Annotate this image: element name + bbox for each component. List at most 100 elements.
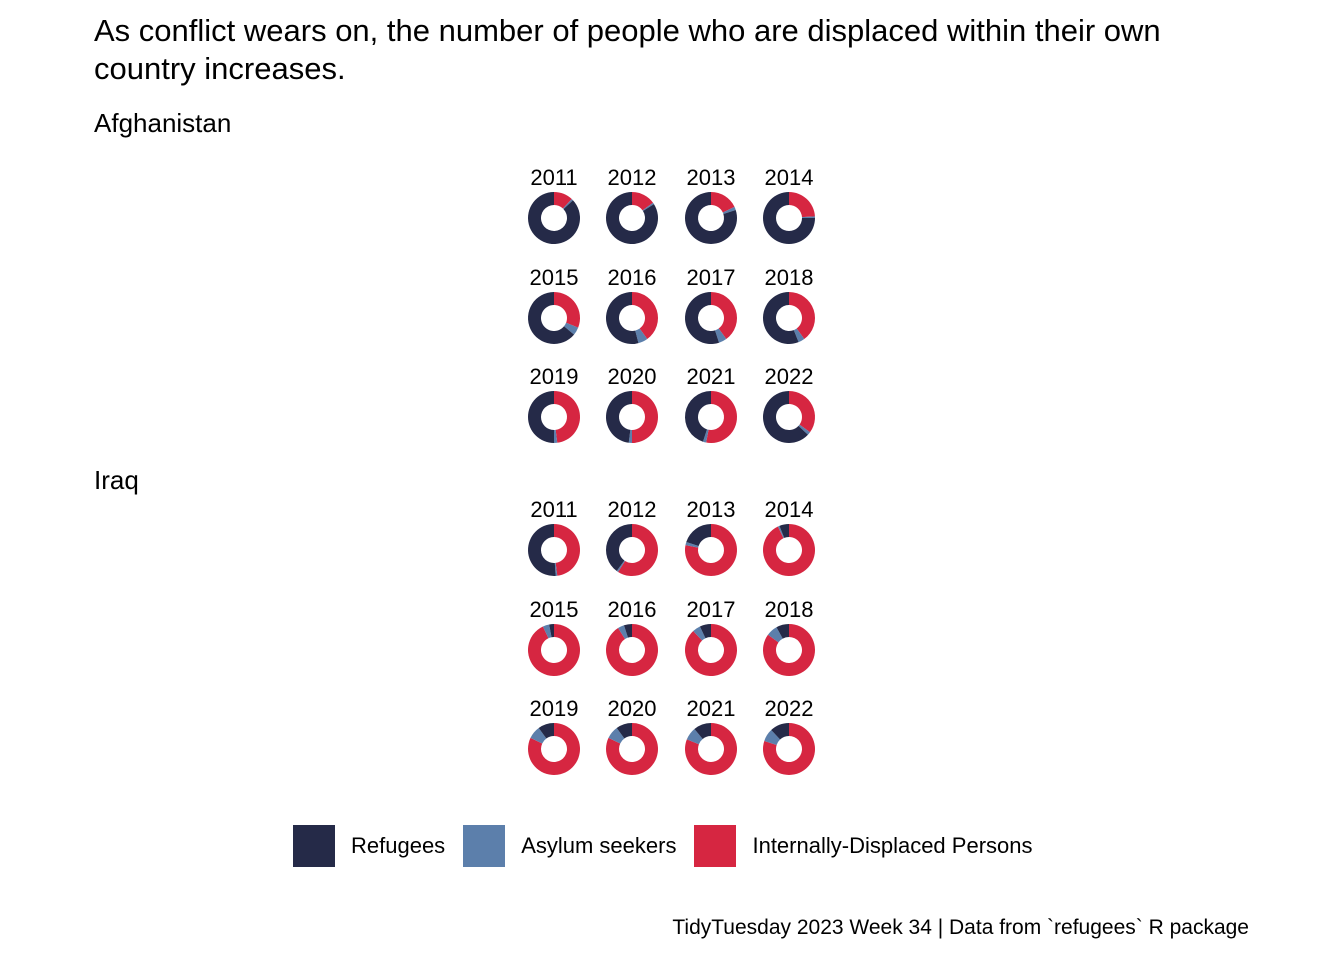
donut-segment-idps-afghanistan-2021 bbox=[706, 391, 738, 443]
donut-segment-refugees-afghanistan-2018 bbox=[763, 292, 799, 344]
donut-segment-refugees-iraq-2015 bbox=[549, 624, 554, 638]
donut-segment-asylum-seekers-iraq-2013 bbox=[685, 541, 699, 548]
donut-segment-idps-iraq-2021 bbox=[685, 723, 737, 776]
year-label-iraq-2015: 2015 bbox=[530, 597, 579, 622]
donut-segment-asylum-seekers-afghanistan-2013 bbox=[722, 206, 736, 214]
year-label-afghanistan-2021: 2021 bbox=[687, 364, 736, 389]
year-label-afghanistan-2020: 2020 bbox=[608, 364, 657, 389]
donut-afghanistan-2016 bbox=[606, 292, 658, 345]
donut-afghanistan-2012 bbox=[606, 192, 659, 245]
year-label-iraq-2018: 2018 bbox=[765, 597, 814, 622]
year-label-afghanistan-2013: 2013 bbox=[687, 165, 736, 190]
legend-item-refugees: Refugees bbox=[293, 824, 446, 867]
legend-swatch-refugees bbox=[293, 824, 335, 867]
donut-afghanistan-2011 bbox=[527, 192, 580, 244]
donut-segment-asylum-seekers-afghanistan-2014 bbox=[801, 216, 815, 218]
donut-iraq-2013 bbox=[685, 524, 737, 577]
donut-afghanistan-2013 bbox=[685, 192, 737, 245]
donut-iraq-2011 bbox=[527, 524, 581, 576]
legend-label-refugees: Refugees bbox=[351, 832, 446, 858]
legend-item-asylum-seekers: Asylum seekers bbox=[463, 824, 677, 867]
year-label-iraq-2021: 2021 bbox=[687, 696, 736, 721]
legend-swatch-idps bbox=[694, 824, 737, 867]
donut-iraq-2021 bbox=[685, 723, 737, 776]
legend-label-idps: Internally-Displaced Persons bbox=[752, 832, 1033, 858]
donut-segment-asylum-seekers-afghanistan-2011 bbox=[562, 199, 573, 210]
donut-segment-idps-iraq-2022 bbox=[762, 723, 815, 776]
panel-title-iraq: Iraq bbox=[94, 465, 139, 495]
donut-segment-refugees-afghanistan-2016 bbox=[606, 292, 639, 345]
donut-segment-asylum-seekers-afghanistan-2019 bbox=[554, 429, 558, 443]
donut-segment-idps-afghanistan-2020 bbox=[632, 391, 658, 443]
year-label-iraq-2014: 2014 bbox=[765, 497, 814, 522]
donut-segment-refugees-iraq-2016 bbox=[623, 624, 632, 638]
donut-segment-asylum-seekers-iraq-2018 bbox=[767, 627, 783, 643]
donut-segment-refugees-afghanistan-2011 bbox=[527, 192, 580, 244]
donut-segment-idps-iraq-2013 bbox=[685, 524, 737, 577]
year-label-afghanistan-2017: 2017 bbox=[687, 265, 736, 290]
donut-segment-idps-afghanistan-2016 bbox=[632, 292, 658, 340]
donut-segment-asylum-seekers-iraq-2019 bbox=[530, 727, 547, 744]
donut-afghanistan-2022 bbox=[763, 391, 816, 443]
donut-iraq-2018 bbox=[763, 624, 815, 676]
donut-segment-asylum-seekers-iraq-2022 bbox=[764, 730, 781, 745]
donut-segment-refugees-afghanistan-2020 bbox=[605, 391, 632, 443]
donut-iraq-2019 bbox=[528, 723, 580, 775]
donut-segment-idps-afghanistan-2013 bbox=[711, 192, 735, 213]
donut-iraq-2017 bbox=[685, 624, 737, 676]
donut-segment-asylum-seekers-afghanistan-2022 bbox=[798, 424, 811, 435]
donut-segment-asylum-seekers-iraq-2015 bbox=[542, 624, 552, 639]
year-label-iraq-2017: 2017 bbox=[687, 597, 736, 622]
year-label-iraq-2012: 2012 bbox=[608, 497, 657, 522]
donut-iraq-2020 bbox=[606, 723, 659, 775]
donut-segment-refugees-afghanistan-2021 bbox=[684, 391, 711, 442]
donut-afghanistan-2014 bbox=[763, 192, 815, 244]
panel-iraq: 2011 2012 2013 2014 2015 2016 2017 2018 2019 2020… bbox=[527, 497, 816, 776]
donut-segment-asylum-seekers-iraq-2021 bbox=[686, 728, 703, 745]
donut-segment-idps-afghanistan-2017 bbox=[711, 292, 737, 340]
donut-segment-idps-iraq-2012 bbox=[618, 524, 659, 576]
donut-segment-asylum-seekers-iraq-2020 bbox=[608, 727, 625, 744]
donut-segment-refugees-afghanistan-2014 bbox=[763, 192, 815, 244]
legend-label-asylum-seekers: Asylum seekers bbox=[521, 832, 677, 858]
legend-swatch-asylum-seekers bbox=[463, 824, 506, 867]
donut-segment-refugees-iraq-2013 bbox=[686, 524, 711, 546]
donut-afghanistan-2018 bbox=[763, 292, 816, 344]
panel-title-afghanistan: Afghanistan bbox=[94, 108, 232, 138]
donut-segment-idps-iraq-2014 bbox=[762, 524, 816, 576]
donut-segment-refugees-afghanistan-2015 bbox=[528, 292, 575, 345]
donut-segment-asylum-seekers-afghanistan-2015 bbox=[564, 322, 579, 335]
year-label-iraq-2011: 2011 bbox=[530, 497, 577, 522]
donut-iraq-2012 bbox=[606, 524, 659, 576]
year-label-iraq-2020: 2020 bbox=[608, 696, 657, 721]
donut-segment-refugees-iraq-2020 bbox=[616, 723, 632, 739]
donut-segment-asylum-seekers-iraq-2012 bbox=[616, 560, 626, 572]
year-label-afghanistan-2012: 2012 bbox=[608, 165, 657, 190]
donut-segment-refugees-afghanistan-2017 bbox=[685, 292, 720, 344]
donut-segment-asylum-seekers-afghanistan-2017 bbox=[715, 328, 727, 343]
donut-segment-idps-afghanistan-2019 bbox=[554, 391, 581, 443]
donut-segment-idps-afghanistan-2011 bbox=[554, 192, 572, 209]
donut-segment-idps-iraq-2016 bbox=[606, 624, 659, 677]
year-label-afghanistan-2019: 2019 bbox=[530, 364, 579, 389]
donut-segment-asylum-seekers-iraq-2014 bbox=[777, 525, 785, 539]
year-label-afghanistan-2022: 2022 bbox=[765, 364, 814, 389]
donut-segment-asylum-seekers-afghanistan-2021 bbox=[702, 429, 709, 443]
donut-segment-idps-afghanistan-2015 bbox=[554, 292, 580, 328]
legend: Refugees Asylum seekers Internally-Displ… bbox=[293, 824, 1051, 867]
donut-segment-refugees-iraq-2021 bbox=[694, 723, 711, 739]
year-label-afghanistan-2018: 2018 bbox=[765, 265, 814, 290]
donut-segment-idps-iraq-2015 bbox=[528, 624, 580, 676]
donut-segment-refugees-afghanistan-2012 bbox=[606, 192, 659, 245]
donut-iraq-2014 bbox=[762, 524, 816, 576]
donut-segment-refugees-iraq-2012 bbox=[606, 524, 632, 572]
donut-segment-idps-afghanistan-2022 bbox=[789, 391, 816, 433]
year-label-afghanistan-2016: 2016 bbox=[608, 265, 657, 290]
donut-segment-refugees-iraq-2019 bbox=[538, 723, 554, 739]
donut-segment-idps-afghanistan-2018 bbox=[789, 292, 816, 340]
donut-segment-idps-iraq-2011 bbox=[554, 524, 581, 576]
donut-afghanistan-2015 bbox=[528, 292, 580, 345]
donut-segment-asylum-seekers-iraq-2016 bbox=[618, 625, 628, 640]
year-label-iraq-2016: 2016 bbox=[608, 597, 657, 622]
